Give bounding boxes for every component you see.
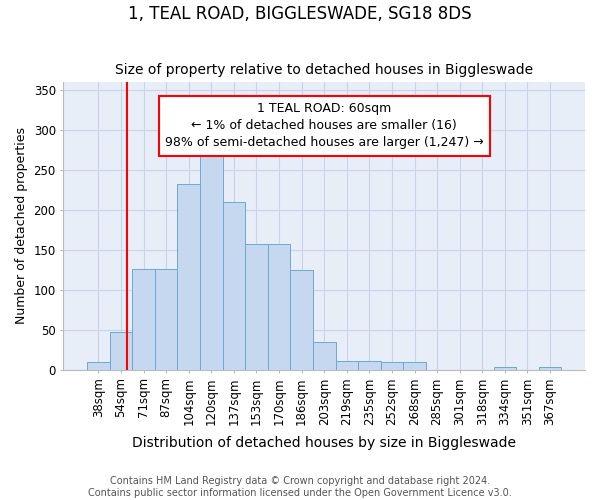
Text: Contains HM Land Registry data © Crown copyright and database right 2024.
Contai: Contains HM Land Registry data © Crown c…	[88, 476, 512, 498]
Text: 1 TEAL ROAD: 60sqm
← 1% of detached houses are smaller (16)
98% of semi-detached: 1 TEAL ROAD: 60sqm ← 1% of detached hous…	[165, 102, 484, 150]
Y-axis label: Number of detached properties: Number of detached properties	[15, 128, 28, 324]
Bar	[223, 202, 245, 370]
X-axis label: Distribution of detached houses by size in Biggleswade: Distribution of detached houses by size …	[132, 436, 516, 450]
Bar	[539, 367, 561, 370]
Bar	[268, 244, 290, 370]
Bar	[403, 362, 426, 370]
Title: Size of property relative to detached houses in Biggleswade: Size of property relative to detached ho…	[115, 63, 533, 77]
Bar	[87, 362, 110, 370]
Bar	[155, 269, 178, 370]
Text: 1, TEAL ROAD, BIGGLESWADE, SG18 8DS: 1, TEAL ROAD, BIGGLESWADE, SG18 8DS	[128, 5, 472, 23]
Bar	[245, 244, 268, 370]
Bar	[358, 361, 380, 370]
Bar	[380, 362, 403, 370]
Bar	[290, 270, 313, 370]
Bar	[200, 144, 223, 370]
Bar	[335, 361, 358, 370]
Bar	[313, 342, 335, 369]
Bar	[494, 367, 516, 370]
Bar	[110, 332, 133, 370]
Bar	[178, 184, 200, 370]
Bar	[133, 269, 155, 370]
